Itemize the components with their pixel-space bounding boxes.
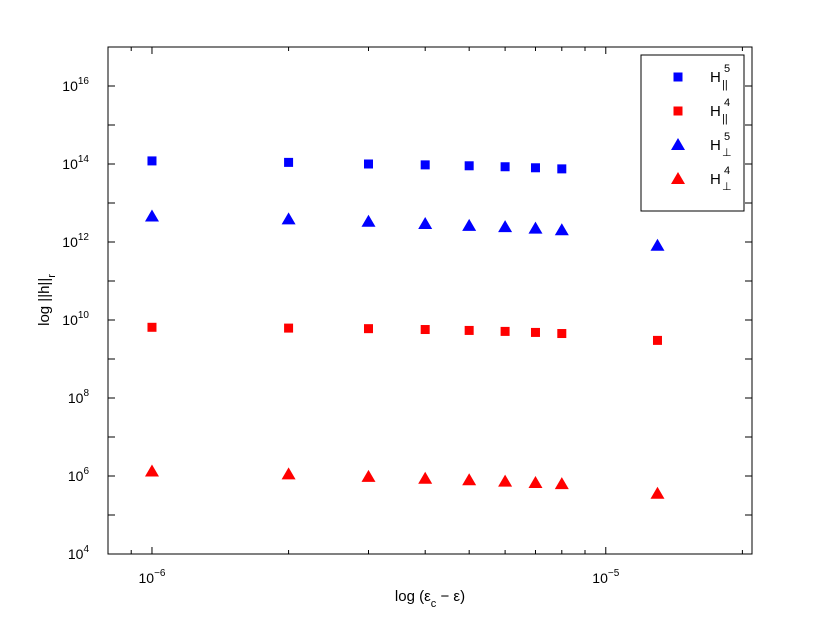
y-tick-label: 1012 — [62, 232, 89, 250]
y-tick-label: 108 — [68, 388, 90, 406]
data-point — [554, 477, 569, 490]
legend-label: H 4 || — [710, 97, 730, 125]
data-point — [281, 467, 296, 480]
data-point — [418, 216, 433, 229]
y-tick-label: 104 — [68, 544, 90, 562]
y-tick-label: 1014 — [62, 154, 89, 172]
data-point — [500, 162, 510, 172]
y-axis: 104 106 108 1010 1012 1014 1016 — [62, 46, 752, 562]
data-point — [554, 223, 569, 236]
data-point — [420, 325, 430, 335]
legend-marker — [673, 106, 683, 116]
data-point — [147, 156, 157, 166]
legend-marker — [671, 138, 685, 150]
data-point — [557, 164, 567, 174]
data-point — [530, 163, 540, 173]
data-point — [500, 326, 510, 336]
legend: H 5 || H 4 || H 5 ⊥ H 4 ⊥ — [640, 54, 745, 212]
data-point — [284, 157, 294, 167]
y-tick-label: 1010 — [62, 310, 89, 328]
legend-marker — [673, 72, 683, 82]
y-axis-label: log ||h||r — [36, 274, 58, 326]
data-point — [147, 322, 157, 332]
legend-item: H 4 ⊥ — [671, 165, 732, 193]
data-point — [144, 209, 159, 222]
data-point — [281, 212, 296, 225]
legend-item: H 5 || — [673, 63, 730, 91]
legend-label: H 5 || — [710, 63, 730, 91]
data-point — [528, 221, 543, 234]
data-point — [284, 323, 294, 333]
data-point — [464, 325, 474, 335]
data-point — [144, 464, 159, 477]
plot-area — [107, 46, 753, 555]
series-2 — [144, 209, 665, 251]
legend-label: H 4 ⊥ — [710, 165, 732, 193]
data-point — [363, 159, 373, 169]
data-point — [528, 476, 543, 489]
data-point — [418, 471, 433, 484]
series-3 — [144, 464, 665, 499]
data-markers — [144, 156, 665, 499]
data-point — [530, 327, 540, 337]
data-point — [464, 161, 474, 171]
x-axis: 10−6 10−5 — [107, 47, 743, 586]
y-tick-label: 106 — [68, 466, 90, 484]
legend-marker — [671, 172, 685, 184]
data-point — [462, 473, 477, 486]
x-tick-label: 10−6 — [138, 568, 165, 586]
y-tick-label: 1016 — [62, 76, 89, 94]
data-point — [498, 220, 513, 233]
data-point — [650, 486, 665, 499]
legend-label: H 5 ⊥ — [710, 131, 732, 159]
legend-item: H 4 || — [673, 97, 730, 125]
data-point — [420, 160, 430, 170]
x-tick-label: 10−5 — [592, 568, 619, 586]
x-axis-label: log (εc − ε) — [395, 588, 465, 610]
data-point — [557, 329, 567, 339]
data-point — [361, 214, 376, 227]
legend-item: H 5 ⊥ — [671, 131, 732, 159]
axes-box — [107, 46, 753, 555]
data-point — [361, 469, 376, 482]
series-0 — [147, 156, 567, 174]
data-point — [363, 324, 373, 334]
legend-box — [640, 54, 745, 212]
data-point — [650, 238, 665, 251]
data-point — [652, 335, 662, 345]
series-1 — [147, 322, 662, 345]
data-point — [462, 218, 477, 231]
data-point — [498, 474, 513, 487]
